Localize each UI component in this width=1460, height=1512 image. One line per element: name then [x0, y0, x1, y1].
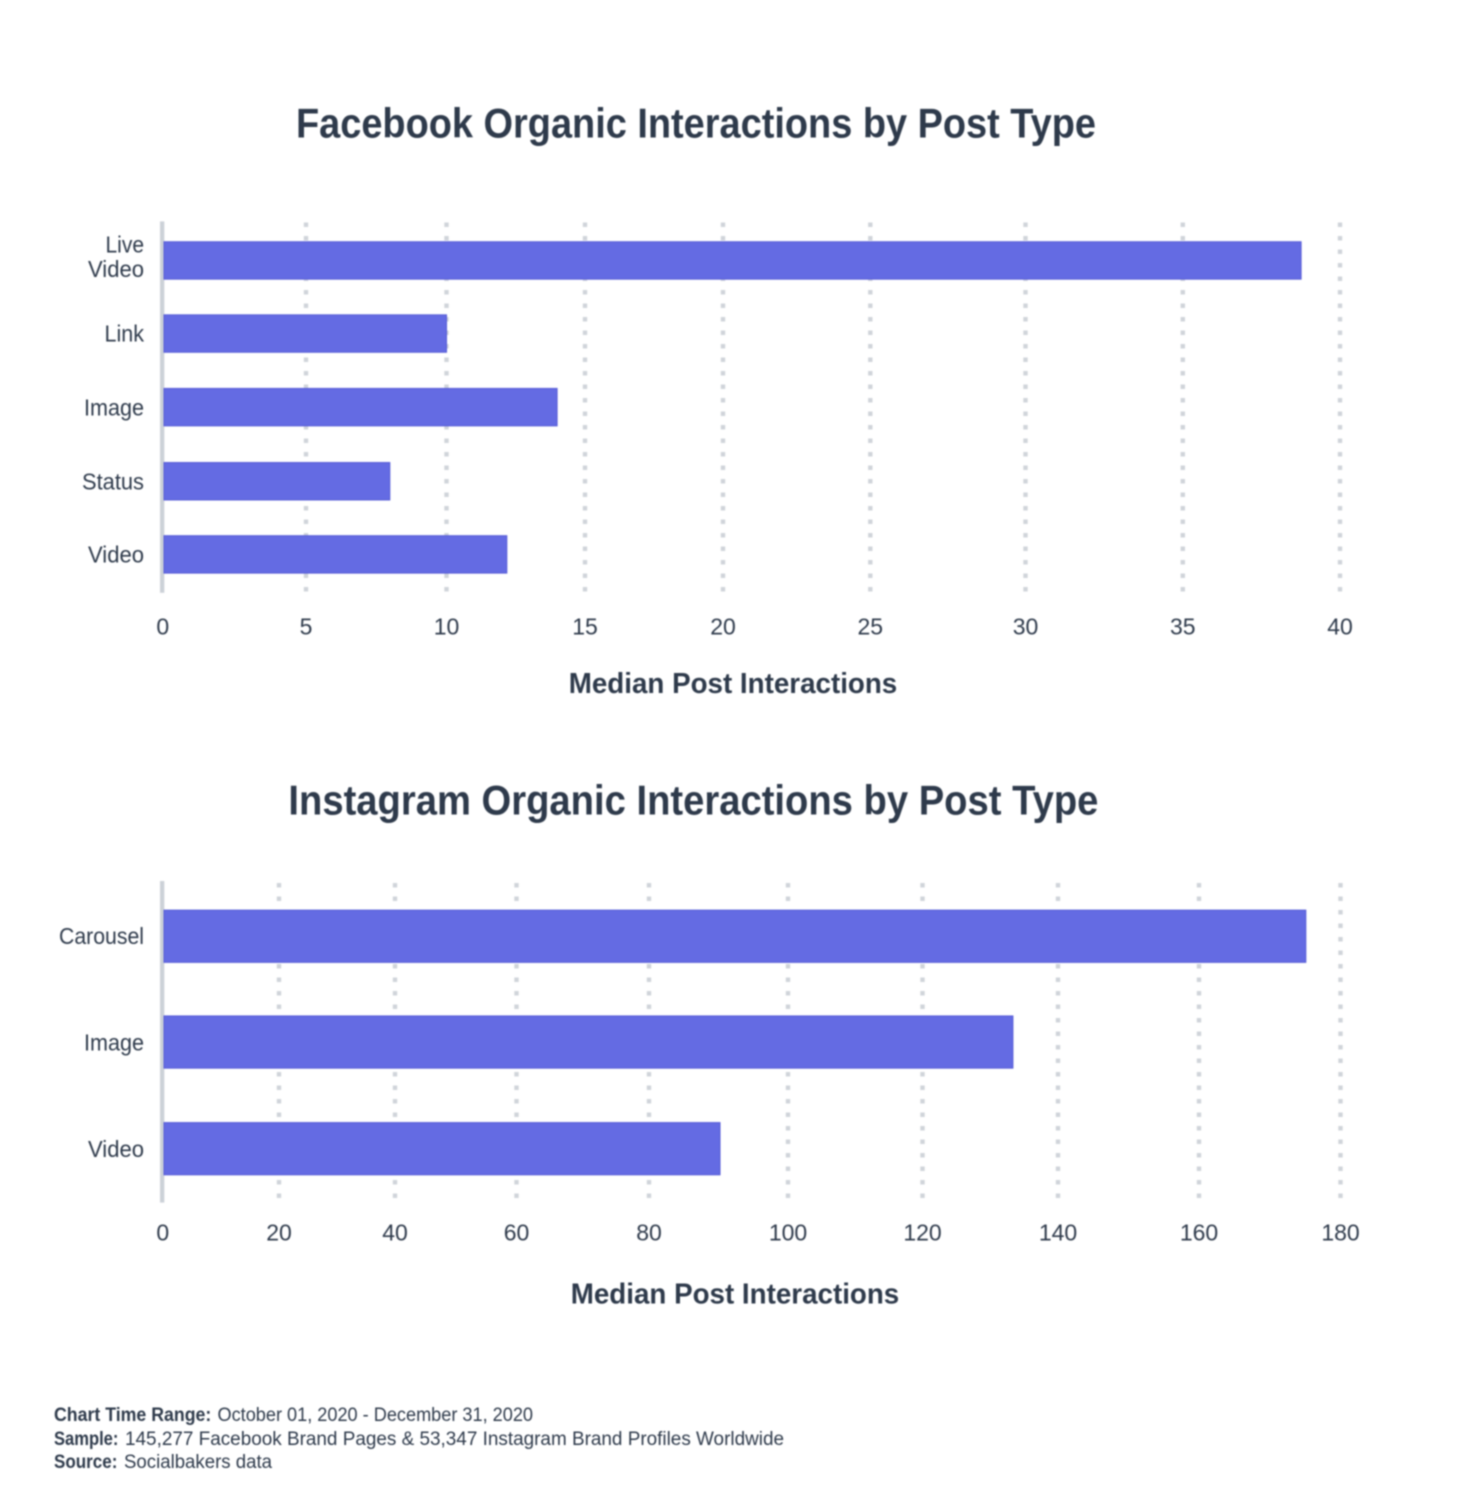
svg-text:30: 30 — [1013, 614, 1039, 640]
svg-text:Video: Video — [88, 542, 144, 568]
svg-text:Link: Link — [105, 321, 145, 347]
svg-text:160: 160 — [1180, 1220, 1218, 1246]
svg-text:10: 10 — [434, 614, 460, 640]
svg-text:180: 180 — [1321, 1220, 1359, 1246]
svg-text:Status: Status — [82, 468, 144, 494]
svg-text:Carousel: Carousel — [59, 923, 144, 949]
svg-text:Video: Video — [88, 256, 144, 282]
svg-text:15: 15 — [572, 614, 598, 640]
svg-text:Median Post Interactions: Median Post Interactions — [569, 668, 898, 700]
svg-text:Sample:145,277 Facebook Brand: Sample: 145,277 Facebook Brand Pages & 53… — [54, 1429, 784, 1450]
svg-text:Median Post Interactions: Median Post Interactions — [571, 1278, 900, 1310]
svg-text:35: 35 — [1170, 614, 1196, 640]
svg-text:40: 40 — [382, 1220, 408, 1246]
svg-text:80: 80 — [636, 1220, 662, 1246]
svg-text:120: 120 — [903, 1220, 941, 1246]
svg-text:Image: Image — [84, 1029, 144, 1055]
svg-text:Image: Image — [84, 394, 144, 420]
svg-text:20: 20 — [710, 614, 736, 640]
svg-text:Facebook Organic Interactions: Facebook Organic Interactions by Post Ty… — [296, 100, 1096, 147]
svg-text:0: 0 — [156, 614, 169, 640]
svg-text:20: 20 — [266, 1220, 292, 1246]
svg-text:100: 100 — [769, 1220, 807, 1246]
svg-text:Instagram Organic Interactions: Instagram Organic Interactions by Post T… — [288, 777, 1098, 824]
svg-text:5: 5 — [300, 614, 313, 640]
svg-text:Video: Video — [88, 1136, 144, 1162]
svg-text:Chart Time Range:October 01, 2: Chart Time Range: October 01, 2020 - Dece… — [54, 1405, 533, 1426]
svg-text:Source:Socialbakers data: Source: Socialbakers data — [54, 1452, 272, 1473]
svg-text:60: 60 — [504, 1220, 530, 1246]
svg-text:25: 25 — [858, 614, 884, 640]
svg-text:40: 40 — [1327, 614, 1353, 640]
svg-text:Live: Live — [106, 231, 145, 257]
svg-text:140: 140 — [1039, 1220, 1077, 1246]
svg-text:0: 0 — [156, 1220, 169, 1246]
